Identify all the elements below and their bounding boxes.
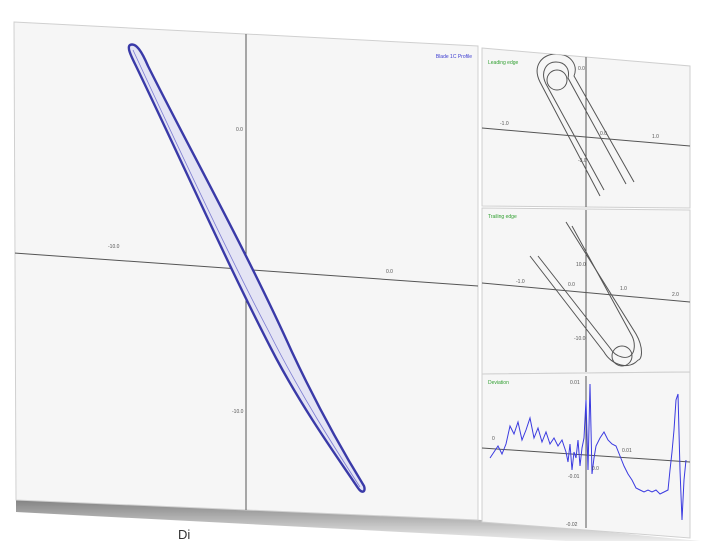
te-y-tick: 10.0 bbox=[576, 262, 586, 268]
te-x-tick: 2.0 bbox=[672, 292, 679, 298]
deviation-title: Deviation bbox=[488, 380, 509, 386]
te-inner-curve bbox=[571, 225, 635, 355]
blade-profile-outline bbox=[127, 43, 366, 493]
dev-x-tick: 0 bbox=[492, 436, 495, 442]
le-x-axis bbox=[482, 127, 690, 147]
te-x-tick: -1.0 bbox=[516, 279, 525, 285]
le-inner-curve bbox=[555, 61, 627, 185]
main-x-tick: -10.0 bbox=[108, 244, 120, 250]
dev-y-tick: 0.01 bbox=[570, 380, 580, 386]
te-outer-curve bbox=[529, 255, 639, 367]
te-radius-circle bbox=[611, 345, 633, 367]
te-y-tick: -10.0 bbox=[574, 336, 586, 342]
le-x-tick: 1.0 bbox=[652, 134, 659, 140]
main-y-tick: 0.0 bbox=[236, 127, 243, 133]
main-plot-title: Blade 1C Profile bbox=[436, 54, 472, 60]
trailing-edge-plot-area bbox=[482, 210, 690, 372]
te-inner-curve bbox=[537, 255, 633, 358]
main-x-tick: 0.0 bbox=[386, 269, 393, 275]
le-outer-curve bbox=[536, 53, 601, 197]
te-x-tick: 0.0 bbox=[568, 282, 575, 288]
dev-y-tick: -0.01 bbox=[568, 474, 580, 480]
blade-camber-line bbox=[132, 49, 361, 488]
dev-y-tick: -0.02 bbox=[566, 522, 578, 528]
le-y-tick: -3.0 bbox=[578, 158, 587, 164]
le-x-tick: 0.0 bbox=[600, 131, 607, 137]
deviation-series-line bbox=[489, 383, 687, 521]
trailing-edge-title: Trailing edge bbox=[488, 214, 517, 220]
le-x-tick: -1.0 bbox=[500, 121, 509, 127]
le-radius-circle bbox=[546, 69, 568, 91]
dev-x-axis bbox=[482, 447, 690, 463]
te-x-tick: 1.0 bbox=[620, 286, 627, 292]
dev-x-tick: 0.01 bbox=[622, 448, 632, 454]
te-x-axis bbox=[482, 282, 690, 303]
le-y-tick: 0.0 bbox=[578, 66, 585, 72]
deviation-plot-area bbox=[482, 376, 690, 528]
main-plot-area: -10.0 0.0 0.0 -10.0 bbox=[14, 30, 478, 512]
le-inner-curve bbox=[543, 61, 605, 191]
leading-edge-plot-area bbox=[482, 52, 690, 208]
leading-edge-title: Leading edge bbox=[488, 60, 519, 66]
main-y-tick: -10.0 bbox=[232, 409, 244, 415]
figure-caption: Di bbox=[178, 527, 191, 542]
dev-x-tick: 0.0 bbox=[592, 466, 599, 472]
te-outer-curve bbox=[565, 221, 642, 361]
